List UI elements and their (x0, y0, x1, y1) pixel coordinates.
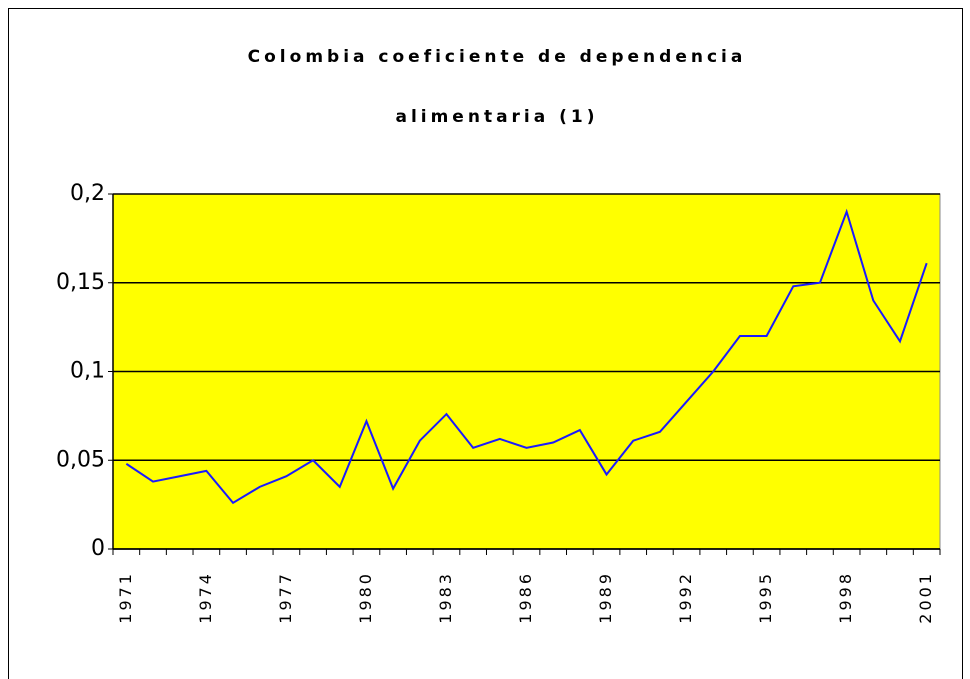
chart-title: alimentaria (1) (395, 107, 598, 127)
chart-title: Colombia coeficiente de dependencia (248, 47, 747, 67)
x-tick-label: 1992 (676, 571, 695, 624)
x-tick-label: 1971 (116, 571, 135, 624)
y-tick-label: 0,05 (56, 447, 105, 472)
x-tick-label: 1986 (516, 571, 535, 624)
x-tick-label: 1995 (756, 571, 775, 624)
y-tick-label: 0 (91, 536, 105, 561)
x-tick-label: 1998 (836, 571, 855, 624)
x-tick-label: 1983 (436, 571, 455, 624)
line-series (125, 208, 928, 505)
x-tick-label: 1974 (196, 571, 215, 624)
x-tick-label: 1980 (356, 571, 375, 624)
x-tick-label: 2001 (916, 571, 935, 624)
y-tick-label: 0,1 (70, 359, 105, 384)
x-tick-label: 1977 (276, 571, 295, 624)
x-tick-label: 1989 (596, 571, 615, 624)
y-tick-label: 0,2 (70, 181, 105, 206)
y-tick-label: 0,15 (56, 270, 105, 295)
